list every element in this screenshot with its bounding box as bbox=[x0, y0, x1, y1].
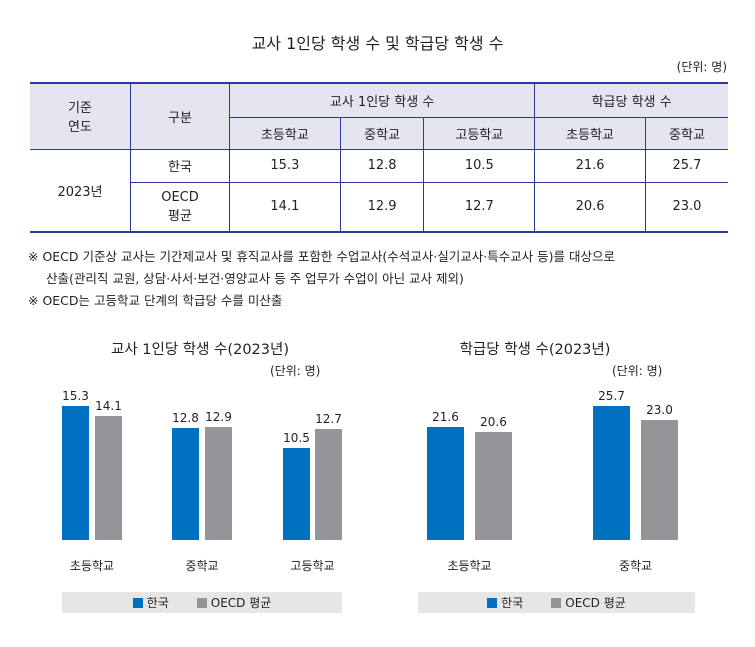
bar-oecd bbox=[641, 419, 678, 540]
legend-item: 한국 bbox=[132, 594, 169, 611]
bar-korea bbox=[283, 448, 310, 540]
row-label: 한국 bbox=[130, 148, 230, 183]
legend-item: 한국 bbox=[487, 594, 523, 611]
header-year: 기준 연도 bbox=[30, 82, 131, 150]
data-label: 15.3 bbox=[62, 388, 89, 403]
chart-title: 학급당 학생 수(2023년) bbox=[459, 342, 611, 358]
unit-label: (단위: 명) bbox=[676, 60, 727, 74]
category-label: 초등학교 bbox=[447, 559, 492, 573]
cell: 23.0 bbox=[644, 181, 728, 233]
cell: 25.7 bbox=[644, 148, 728, 183]
data-label: 23.0 bbox=[646, 402, 673, 417]
year-cell: 2023년 bbox=[30, 148, 131, 233]
cell: 15.3 bbox=[229, 148, 341, 183]
bar-oecd bbox=[475, 432, 512, 540]
cell: 12.9 bbox=[339, 181, 425, 233]
cell: 10.5 bbox=[423, 148, 536, 183]
legend: 한국 OECD 평균 bbox=[418, 592, 695, 613]
table-row: 2023년 한국 15.3 12.8 10.5 21.6 25.7 bbox=[30, 148, 728, 233]
legend-swatch bbox=[487, 598, 498, 608]
chart-title: 교사 1인당 학생 수(2023년) bbox=[111, 342, 289, 358]
bar-oecd bbox=[205, 426, 232, 540]
note: ※ OECD 기준상 교사는 기간제교사 및 휴직교사를 포함한 수업교사(수석… bbox=[28, 249, 615, 264]
legend-swatch bbox=[551, 598, 562, 608]
bar-korea bbox=[593, 405, 630, 540]
bar-korea bbox=[427, 427, 464, 540]
bar-korea bbox=[62, 405, 89, 540]
sub-header: 초등학교 bbox=[229, 116, 341, 150]
cell: 20.6 bbox=[534, 181, 646, 233]
legend-label: OECD 평균 bbox=[210, 596, 272, 610]
legend: 한국 OECD 평균 bbox=[62, 592, 342, 613]
legend-item: OECD 평균 bbox=[196, 594, 272, 611]
page-title: 교사 1인당 학생 수 및 학급당 학생 수 bbox=[251, 34, 504, 53]
sub-header: 중학교 bbox=[339, 116, 425, 150]
legend-label: 한국 bbox=[501, 596, 524, 610]
data-label: 12.9 bbox=[205, 409, 232, 424]
data-label: 14.1 bbox=[95, 399, 122, 414]
legend-swatch bbox=[196, 598, 207, 608]
bar-korea bbox=[172, 427, 199, 540]
header-group: 구분 bbox=[130, 82, 230, 150]
bar-oecd bbox=[95, 416, 122, 540]
table-row: OECD 평균 14.1 12.9 12.7 20.6 23.0 bbox=[30, 181, 728, 233]
data-label: 21.6 bbox=[432, 410, 459, 425]
data-label: 25.7 bbox=[598, 388, 625, 403]
cell: 12.8 bbox=[339, 148, 425, 183]
category-label: 고등학교 bbox=[290, 559, 335, 573]
category-label: 중학교 bbox=[185, 559, 219, 573]
category-label: 초등학교 bbox=[69, 559, 115, 573]
legend-label: OECD 평균 bbox=[565, 596, 626, 610]
row-label: OECD 평균 bbox=[130, 181, 230, 233]
header-class: 학급당 학생 수 bbox=[534, 82, 728, 118]
legend-label: 한국 bbox=[146, 596, 169, 610]
cell: 21.6 bbox=[534, 148, 646, 183]
cell: 14.1 bbox=[229, 181, 341, 233]
data-label: 10.5 bbox=[283, 431, 310, 446]
chart-unit: (단위: 명) bbox=[612, 364, 663, 378]
note: 산출(관리직 교원, 상담·사서·보건·영양교사 등 주 업무가 수업이 아닌 … bbox=[46, 271, 464, 286]
data-table: 기준 연도 구분 교사 1인당 학생 수 학급당 학생 수 초등학교 중학교 고등… bbox=[30, 82, 728, 233]
data-label: 20.6 bbox=[480, 415, 507, 430]
legend-item: OECD 평균 bbox=[551, 594, 626, 611]
sub-header: 고등학교 bbox=[423, 116, 536, 150]
sub-header: 초등학교 bbox=[534, 116, 646, 150]
category-label: 중학교 bbox=[618, 559, 653, 573]
data-label: 12.8 bbox=[172, 410, 199, 425]
bar-oecd bbox=[315, 428, 342, 540]
sub-header: 중학교 bbox=[644, 116, 728, 150]
note: ※ OECD는 고등학교 단계의 학급당 수를 미산출 bbox=[28, 293, 283, 308]
header-ptr: 교사 1인당 학생 수 bbox=[228, 82, 536, 118]
legend-swatch bbox=[132, 598, 143, 608]
data-label: 12.7 bbox=[315, 411, 342, 426]
chart-unit: (단위: 명) bbox=[270, 364, 321, 378]
cell: 12.7 bbox=[423, 181, 536, 233]
